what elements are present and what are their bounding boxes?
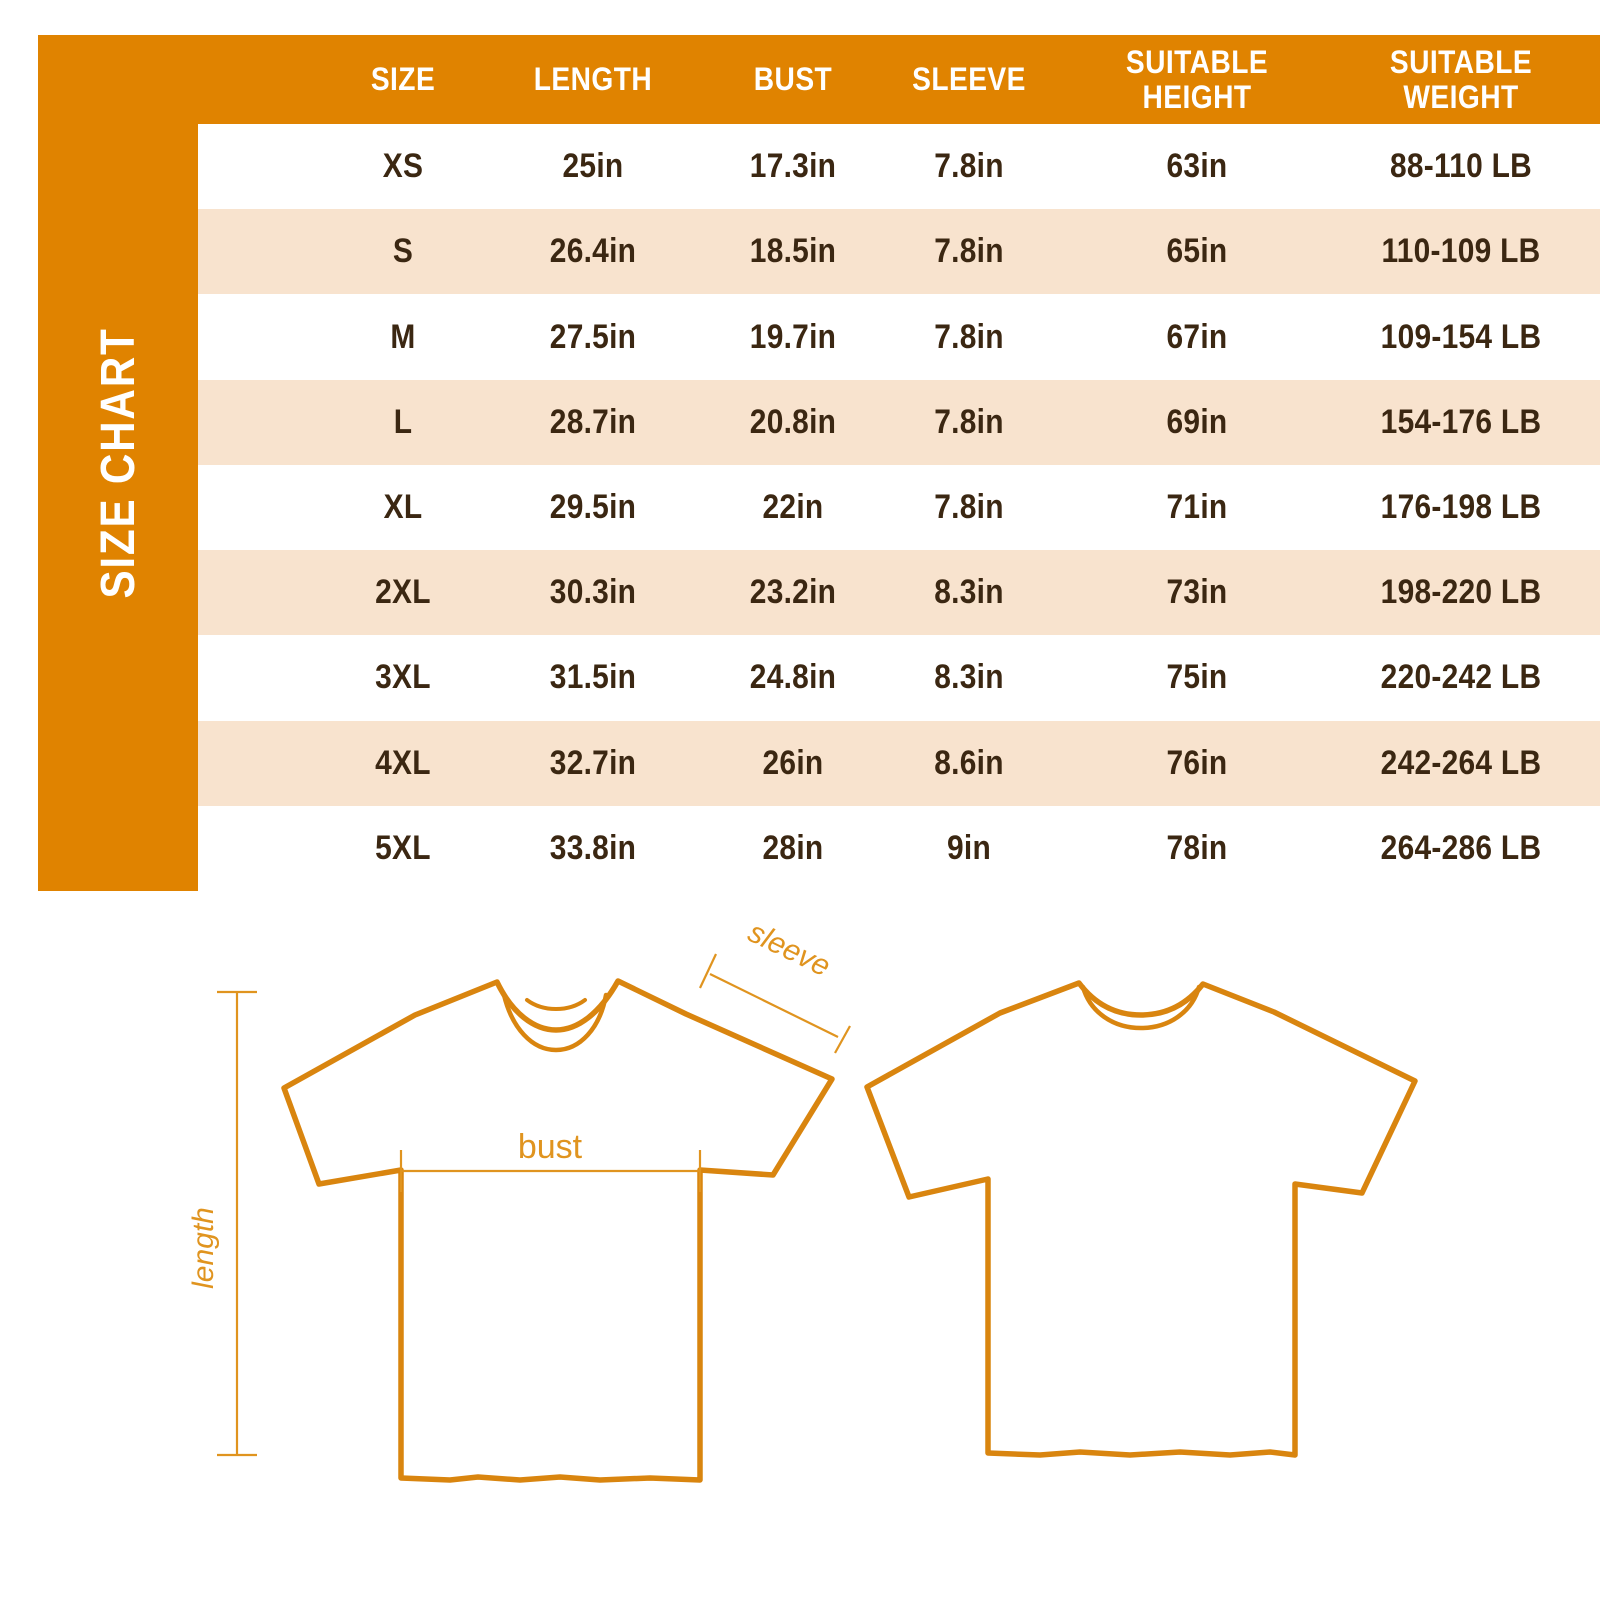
- svg-text:bust: bust: [518, 1128, 583, 1166]
- svg-text:length: length: [187, 1207, 220, 1289]
- svg-text:sleeve: sleeve: [743, 916, 835, 984]
